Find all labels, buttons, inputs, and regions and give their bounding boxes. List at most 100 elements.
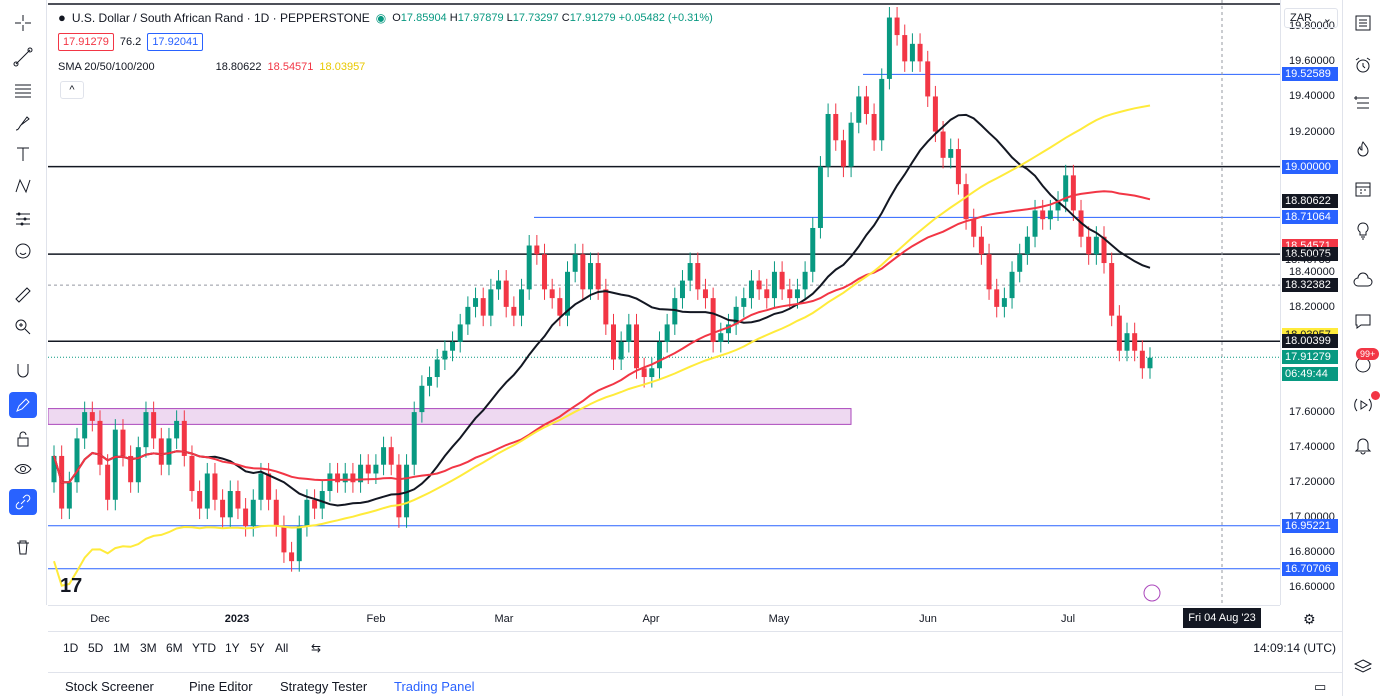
range-all-button[interactable]: All bbox=[275, 641, 289, 655]
live-indicator bbox=[1371, 391, 1380, 400]
sma-100-line bbox=[53, 190, 1151, 484]
range-1d-button[interactable]: 1D bbox=[63, 641, 79, 655]
candle-body bbox=[526, 245, 532, 290]
candle-body bbox=[1093, 236, 1099, 255]
range-1m-button[interactable]: 1M bbox=[113, 641, 130, 655]
candle-body bbox=[488, 289, 494, 316]
candle-body bbox=[588, 263, 594, 290]
hotlist-icon[interactable] bbox=[1352, 138, 1374, 160]
candle-body bbox=[649, 368, 655, 378]
alarm-clock-icon[interactable] bbox=[1352, 54, 1374, 76]
trend-line-icon[interactable] bbox=[9, 44, 37, 70]
streams-icon[interactable] bbox=[1352, 270, 1374, 292]
pattern-icon[interactable] bbox=[9, 173, 37, 199]
layers-icon[interactable] bbox=[1352, 656, 1374, 678]
ruler-icon[interactable] bbox=[9, 282, 37, 308]
price-tick: 19.60000 bbox=[1289, 55, 1335, 68]
candle-body bbox=[848, 122, 854, 167]
range-ytd-button[interactable]: YTD bbox=[192, 641, 216, 655]
price-label: 19.00000 bbox=[1282, 159, 1338, 174]
emoji-icon[interactable] bbox=[9, 238, 37, 264]
chats-icon[interactable] bbox=[1352, 310, 1374, 332]
ideas-icon[interactable] bbox=[1352, 220, 1374, 242]
candle-body bbox=[817, 166, 823, 228]
candle-body bbox=[618, 341, 624, 360]
candle-body bbox=[166, 438, 172, 465]
symbol-title[interactable]: U.S. Dollar / South African Rand · 1D · … bbox=[71, 10, 370, 25]
brush-icon[interactable] bbox=[9, 110, 37, 136]
stay-in-drawing-mode-icon[interactable] bbox=[9, 392, 37, 418]
candle-body bbox=[143, 412, 149, 448]
eye-icon[interactable] bbox=[9, 456, 37, 482]
candle-body bbox=[687, 263, 693, 281]
range-5y-button[interactable]: 5Y bbox=[250, 641, 265, 655]
calendar-icon[interactable] bbox=[1352, 178, 1374, 200]
object-tree-icon[interactable] bbox=[1352, 92, 1374, 114]
tab-strategy-tester[interactable]: Strategy Tester bbox=[280, 679, 368, 694]
sell-button[interactable]: 17.91279 bbox=[58, 33, 114, 51]
price-axis[interactable]: 19.80000 19.60000 19.40000 19.20000 18.40000… bbox=[1280, 0, 1342, 605]
candle-body bbox=[120, 429, 126, 456]
candle-body bbox=[565, 271, 571, 316]
trash-icon[interactable] bbox=[9, 534, 37, 560]
tab-trading-panel[interactable]: Trading Panel bbox=[394, 679, 475, 694]
watchlist-icon[interactable] bbox=[1352, 12, 1374, 34]
crosshair-icon[interactable] bbox=[9, 10, 37, 36]
price-tick: 19.40000 bbox=[1289, 90, 1335, 103]
collapse-legend-button[interactable]: ^ bbox=[60, 81, 84, 99]
currency-select[interactable]: ZAR ⌄ bbox=[1284, 8, 1338, 28]
tradingview-logo: 17 bbox=[60, 575, 82, 597]
candle-body bbox=[902, 35, 908, 62]
bell-icon[interactable] bbox=[1352, 434, 1374, 456]
tab-pine-editor[interactable]: Pine Editor bbox=[189, 679, 253, 694]
sma-label[interactable]: SMA 20/50/100/200 bbox=[58, 61, 155, 73]
range-5d-button[interactable]: 5D bbox=[88, 641, 104, 655]
zoom-in-icon[interactable] bbox=[9, 314, 37, 340]
buy-button[interactable]: 17.92041 bbox=[147, 33, 204, 51]
candle-body bbox=[871, 113, 877, 141]
sma-legend: SMA 20/50/100/200 18.80622 18.54571 18.0… bbox=[58, 61, 365, 73]
candle-body bbox=[304, 499, 310, 527]
clock[interactable]: 14:09:14 (UTC) bbox=[1253, 641, 1336, 655]
range-3m-button[interactable]: 3M bbox=[140, 641, 157, 655]
candle-body bbox=[1147, 357, 1153, 369]
candle-body bbox=[932, 96, 938, 132]
candle-body bbox=[296, 526, 302, 562]
time-axis[interactable]: Dec 2023 Feb Mar Apr May Jun Jul bbox=[48, 605, 1280, 631]
fib-retracement-icon[interactable] bbox=[9, 78, 37, 104]
candle-body bbox=[128, 455, 134, 483]
chart-pane[interactable]: 17 bbox=[48, 0, 1280, 605]
sma-value-2: 18.54571 bbox=[267, 61, 314, 73]
tab-stock-screener[interactable]: Stock Screener bbox=[65, 679, 154, 694]
candle-body bbox=[1055, 201, 1061, 211]
range-6m-button[interactable]: 6M bbox=[166, 641, 183, 655]
price-tick: 17.20000 bbox=[1289, 476, 1335, 489]
link-icon[interactable] bbox=[9, 489, 37, 515]
text-tool-icon[interactable] bbox=[9, 141, 37, 167]
candle-body bbox=[89, 412, 95, 421]
candle-body bbox=[457, 324, 463, 342]
price-chart: 17 bbox=[48, 0, 1280, 605]
magnet-icon[interactable] bbox=[9, 358, 37, 384]
time-tick: Dec bbox=[90, 613, 110, 625]
go-to-date-icon[interactable]: ⇆ bbox=[311, 641, 322, 655]
candle-body bbox=[955, 149, 961, 185]
lock-icon[interactable] bbox=[9, 426, 37, 452]
broadcast-icon[interactable] bbox=[1352, 394, 1374, 416]
maximize-panel-icon[interactable]: ▭ bbox=[1314, 679, 1327, 694]
flag-icon: ● bbox=[58, 10, 66, 25]
candle-body bbox=[465, 306, 471, 325]
time-tick: Feb bbox=[366, 613, 386, 625]
price-label: 18.50075 bbox=[1282, 247, 1338, 262]
time-tick: Jul bbox=[1060, 613, 1076, 625]
candle-body bbox=[695, 263, 701, 290]
currency-label: ZAR bbox=[1290, 12, 1312, 24]
candle-body bbox=[373, 464, 379, 474]
candle-body bbox=[733, 306, 739, 325]
prediction-icon[interactable] bbox=[9, 206, 37, 232]
gear-icon[interactable]: ⚙ bbox=[1303, 611, 1316, 627]
range-1y-button[interactable]: 1Y bbox=[225, 641, 240, 655]
spread-value: 76.2 bbox=[119, 36, 142, 48]
candle-body bbox=[603, 289, 609, 325]
